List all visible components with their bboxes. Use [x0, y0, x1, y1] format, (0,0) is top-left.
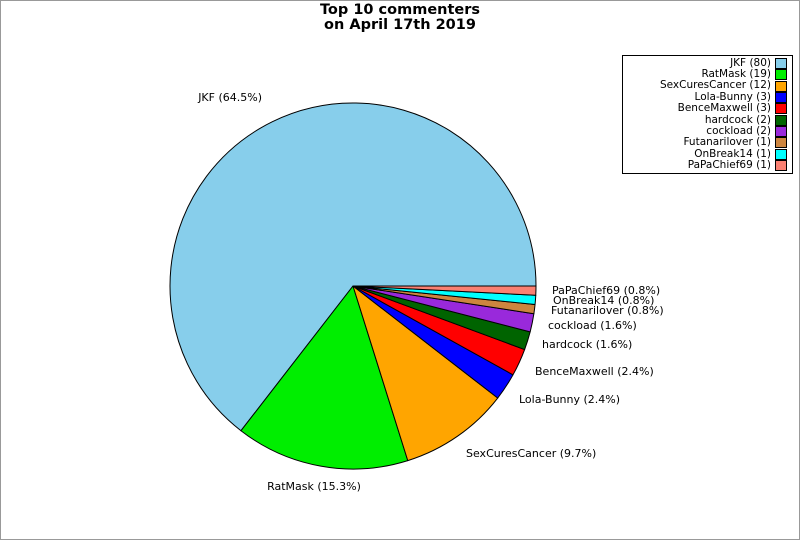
legend-color-swatch — [775, 80, 787, 92]
legend-item-PaPaChief69: PaPaChief69 (1) — [626, 159, 787, 172]
legend-item-label: cockload (2) — [706, 124, 771, 137]
legend-item-label: hardcock (2) — [704, 113, 771, 126]
legend-item-JKF: JKF (80) — [626, 56, 787, 69]
legend-item-label: JKF (80) — [730, 56, 771, 69]
legend-item-label: BenceMaxwell (3) — [677, 102, 771, 115]
legend-item-OnBreak14: OnBreak14 (1) — [626, 147, 787, 160]
legend-color-swatch — [775, 91, 787, 103]
legend-item-label: Futanarilover (1) — [683, 136, 771, 149]
legend-item-cockload: cockload (2) — [626, 124, 787, 138]
slice-label-Futanarilover: Futanarilover (0.8%) — [551, 304, 664, 317]
slice-label-cockload: cockload (1.6%) — [548, 319, 637, 332]
slice-label-hardcock: hardcock (1.6%) — [542, 338, 633, 351]
slice-label-Lola-Bunny: Lola-Bunny (2.4%) — [519, 393, 621, 406]
legend-item-BenceMaxwell: BenceMaxwell (3) — [626, 102, 787, 115]
chart-title-line1: Top 10 commenters — [319, 2, 481, 18]
legend-color-swatch — [775, 137, 787, 149]
legend-color-swatch — [775, 57, 787, 69]
slice-label-PaPaChief69: PaPaChief69 (0.8%) — [552, 284, 661, 297]
legend-color-swatch — [775, 148, 787, 160]
slice-label-JKF: JKF (64.5%) — [198, 91, 262, 104]
legend-item-SexCuresCancer: SexCuresCancer (12) — [626, 79, 787, 92]
legend-item-label: RatMask (19) — [701, 67, 771, 80]
pie-slice-JKF — [169, 102, 537, 432]
chart-title: Top 10 commenters on April 17th 2019 — [1, 3, 799, 33]
legend-color-swatch — [775, 69, 787, 81]
legend-color-swatch — [775, 114, 787, 126]
pie-slice-PaPaChief69 — [352, 285, 537, 296]
legend-item-label: PaPaChief69 (1) — [687, 159, 771, 172]
legend-item-label: SexCuresCancer (12) — [659, 79, 771, 92]
legend-item-label: OnBreak14 (1) — [694, 147, 771, 160]
legend-item-hardcock: hardcock (2) — [626, 113, 787, 126]
pie-slice-SexCuresCancer — [352, 285, 499, 462]
legend-color-swatch — [775, 103, 787, 115]
legend-color-swatch — [775, 126, 787, 138]
legend-item-label: Lola-Bunny (3) — [694, 90, 771, 103]
slice-label-SexCuresCancer: SexCuresCancer (9.7%) — [466, 447, 597, 460]
legend-color-swatch — [775, 160, 787, 172]
legend-item-RatMask: RatMask (19) — [626, 67, 787, 81]
slice-label-BenceMaxwell: BenceMaxwell (2.4%) — [535, 365, 654, 378]
pie-slice-RatMask — [240, 285, 409, 470]
chart-title-line2: on April 17th 2019 — [324, 17, 476, 33]
legend-item-Futanarilover: Futanarilover (1) — [626, 136, 787, 149]
slice-label-OnBreak14: OnBreak14 (0.8%) — [553, 294, 655, 307]
legend: JKF (80) RatMask (19) SexCuresCancer (12) L… — [622, 55, 793, 174]
legend-item-Lola-Bunny: Lola-Bunny (3) — [626, 90, 787, 103]
slice-label-RatMask: RatMask (15.3%) — [267, 480, 361, 493]
